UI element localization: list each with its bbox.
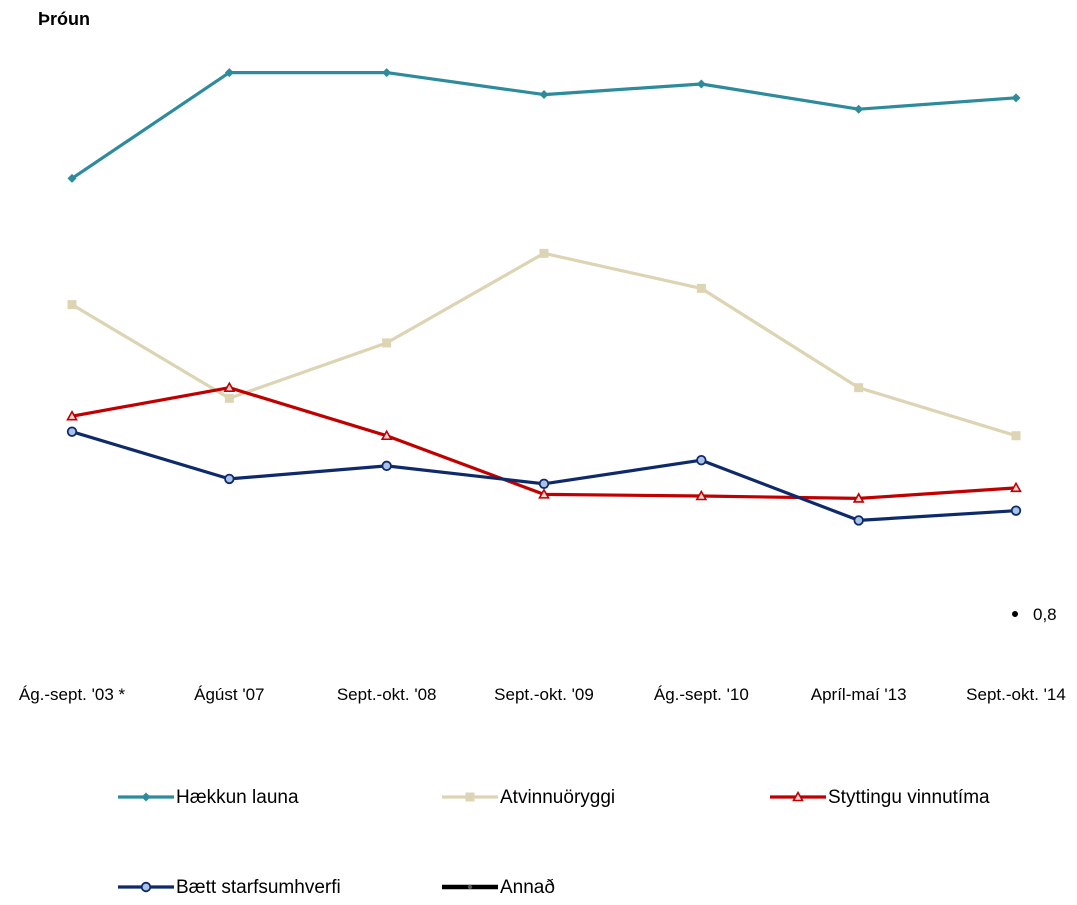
series-layer [66, 68, 1022, 526]
legend-item: Hækkun launa [118, 787, 299, 808]
series-line [71, 251, 1017, 438]
x-tick-label: Ág.-sept. '10 [654, 685, 749, 704]
data-point [223, 381, 236, 392]
data-point [382, 68, 392, 78]
data-point [853, 515, 864, 526]
legend-label: Hækkun launa [176, 787, 299, 808]
series-0 [67, 68, 1021, 183]
annotation-label: 0,8 [1033, 605, 1057, 624]
legend-label: Atvinnuöryggi [500, 787, 615, 808]
x-tick-label: Ágúst '07 [194, 685, 264, 704]
data-point [224, 473, 235, 485]
x-tick-label: Sept.-okt. '14 [966, 685, 1066, 704]
data-point [66, 426, 78, 437]
data-point [696, 79, 706, 89]
legend-item: Atvinnuöryggi [442, 787, 615, 808]
data-point [380, 429, 393, 441]
data-point [852, 492, 865, 503]
legend-marker [140, 881, 152, 893]
data-point [66, 410, 78, 421]
data-point [696, 283, 706, 293]
legend-item: Bætt starfsumhverfi [118, 877, 341, 898]
data-point [854, 383, 864, 393]
data-point [1011, 93, 1021, 103]
legend-marker [141, 792, 151, 802]
legend-item: Styttingu vinnutíma [770, 787, 990, 808]
data-point [1010, 505, 1022, 516]
data-point [695, 489, 708, 501]
data-point [224, 393, 234, 403]
data-point [538, 478, 550, 489]
legend-marker [465, 792, 475, 802]
legend-label: Styttingu vinnutíma [828, 787, 990, 808]
data-point [1010, 481, 1022, 493]
data-point [382, 338, 392, 348]
series-2 [66, 381, 1022, 503]
data-point [539, 90, 549, 100]
series-line [71, 430, 1017, 523]
data-point [224, 68, 234, 78]
x-tick-label: Apríl-maí '13 [811, 685, 907, 704]
data-point [67, 300, 77, 310]
series-line [71, 70, 1017, 180]
data-point [696, 454, 707, 466]
legend-item: Annað [442, 877, 555, 898]
data-point [381, 460, 392, 472]
data-point [1011, 431, 1021, 441]
x-tick-label: Sept.-okt. '08 [337, 685, 437, 704]
legend-marker [467, 884, 473, 890]
legend-label: Annað [500, 877, 555, 898]
annotation-bullet [1012, 611, 1018, 617]
legend: Hækkun launa Atvinnuöryggi Styttingu vinnu… [118, 787, 990, 898]
x-axis-ticks: Ág.-sept. '03 * Ágúst '07 Sept.-okt. '08 Se… [19, 685, 1066, 704]
x-tick-label: Ág.-sept. '03 * [19, 685, 126, 704]
data-point [539, 248, 549, 258]
x-tick-label: Sept.-okt. '09 [494, 685, 594, 704]
legend-marker [792, 790, 804, 802]
series-3 [66, 426, 1022, 526]
data-point [854, 104, 864, 114]
data-point [538, 488, 550, 499]
series-1 [67, 248, 1021, 441]
legend-label: Bætt starfsumhverfi [176, 877, 341, 898]
data-point [67, 173, 77, 183]
chart-title: Þróun [38, 9, 90, 29]
annotation: 0,8 [1012, 605, 1057, 624]
